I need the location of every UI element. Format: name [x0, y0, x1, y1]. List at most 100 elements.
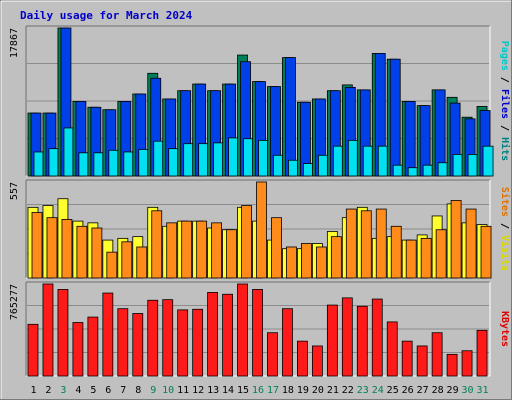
bar-sites-day-30: [465, 208, 477, 279]
day-label-2: 2: [45, 385, 51, 396]
day-label-21: 21: [327, 385, 339, 396]
bar-kbytes-day-30: [461, 350, 473, 377]
day-label-25: 25: [387, 385, 399, 396]
bar-pages-day-1: [33, 151, 45, 177]
bar-files-day-18: [285, 57, 296, 177]
bar-kbytes-day-12: [192, 308, 204, 377]
bar-files-day-26: [404, 101, 416, 177]
day-label-29: 29: [447, 385, 459, 396]
day-axis-labels: 1 2 3 4 5 6 7 8 9 10 11 12 13 14 15 16 17 18 19 20 21 22 23 24 2…: [30, 385, 488, 396]
bar-pages-day-4: [78, 152, 90, 177]
day-label-19: 19: [297, 385, 309, 396]
bar-kbytes-day-24: [371, 298, 383, 377]
bar-pages-day-10: [168, 148, 180, 177]
bar-pages-day-21: [332, 145, 344, 177]
chart-panels: 17867 Pages / Files / Hits 557 Sites / Visi…: [9, 25, 511, 377]
side-legend-part-1: /: [499, 71, 510, 89]
bar-kbytes-day-14: [222, 293, 233, 377]
bar-pages-day-11: [183, 143, 195, 177]
bar-kbytes-day-1: [27, 323, 39, 377]
bar-sites-day-21: [330, 236, 342, 279]
bar-kbytes-day-17: [267, 332, 278, 377]
bar-sites-day-5: [91, 227, 103, 279]
bar-kbytes-day-16: [252, 289, 263, 377]
bar-kbytes-day-18: [282, 308, 293, 377]
ymax-label: 17867: [9, 28, 20, 58]
bar-sites-day-22: [345, 208, 357, 279]
bar-pages-day-22: [347, 139, 359, 177]
day-label-15: 15: [237, 385, 249, 396]
bar-pages-day-24: [377, 145, 389, 177]
day-label-10: 10: [162, 385, 174, 396]
bar-sites-day-19: [301, 243, 312, 279]
bar-sites-day-12: [196, 220, 208, 279]
day-label-28: 28: [432, 385, 444, 396]
bar-pages-day-6: [108, 149, 120, 177]
day-label-1: 1: [30, 385, 36, 396]
bar-pages-day-20: [317, 154, 329, 177]
day-label-7: 7: [120, 385, 126, 396]
bar-pages-day-29: [452, 154, 464, 177]
day-label-23: 23: [357, 385, 369, 396]
bar-sites-day-13: [211, 222, 223, 279]
bar-sites-day-24: [375, 208, 387, 279]
day-label-13: 13: [207, 385, 219, 396]
bar-kbytes-day-10: [162, 299, 174, 377]
bar-pages-day-16: [258, 139, 269, 177]
side-legend: KBytes: [499, 311, 510, 347]
bar-sites-day-26: [405, 239, 417, 279]
bar-pages-day-2: [48, 148, 60, 177]
bar-sites-day-29: [450, 200, 462, 279]
ymax-label: 557: [9, 182, 20, 200]
bar-pages-day-26: [407, 167, 419, 177]
bar-files-day-25: [389, 58, 401, 177]
bar-sites-day-6: [106, 251, 118, 279]
bar-pages-day-14: [228, 137, 239, 177]
bar-sites-day-3: [61, 218, 73, 279]
bar-pages-day-17: [273, 154, 284, 177]
bar-sites-day-8: [136, 246, 148, 279]
bar-sites-day-15: [241, 205, 252, 279]
bar-kbytes-day-25: [386, 321, 398, 377]
bar-sites-day-18: [286, 246, 297, 279]
bar-sites-day-11: [181, 220, 193, 279]
bar-kbytes-day-7: [117, 308, 129, 377]
side-legend-part-0: Pages: [499, 41, 510, 71]
bar-kbytes-day-9: [147, 299, 159, 377]
bar-pages-day-12: [198, 143, 210, 177]
day-label-5: 5: [90, 385, 96, 396]
day-label-14: 14: [222, 385, 234, 396]
bar-kbytes-day-11: [177, 309, 189, 377]
bar-sites-day-28: [435, 229, 447, 279]
panel-kbytes: 765277 KBytes: [9, 281, 510, 377]
day-label-6: 6: [105, 385, 111, 396]
bar-kbytes-day-21: [326, 304, 338, 377]
bar-kbytes-day-27: [416, 345, 428, 377]
bar-pages-day-19: [303, 163, 314, 177]
side-legend-part-0: KBytes: [499, 311, 510, 347]
day-label-3: 3: [60, 385, 66, 396]
bar-kbytes-day-5: [87, 316, 99, 377]
day-label-12: 12: [192, 385, 204, 396]
bar-kbytes-day-23: [356, 305, 368, 377]
bar-sites-day-25: [390, 225, 402, 279]
bar-sites-day-2: [46, 217, 58, 279]
side-legend-part-0: Sites: [499, 187, 511, 217]
bar-kbytes-day-22: [341, 297, 353, 377]
side-legend-part-2: Visits: [499, 235, 511, 271]
bar-kbytes-day-28: [431, 332, 443, 377]
bar-sites-day-16: [256, 181, 267, 279]
day-label-30: 30: [462, 385, 474, 396]
day-label-24: 24: [372, 385, 384, 396]
bar-sites-day-7: [121, 241, 133, 279]
bar-kbytes-day-6: [102, 292, 114, 377]
bar-pages-day-8: [138, 149, 150, 177]
bar-pages-day-13: [213, 142, 225, 177]
ymax-label: 765277: [9, 284, 20, 320]
side-legend-part-1: /: [499, 217, 510, 235]
day-label-20: 20: [312, 385, 324, 396]
bar-kbytes-day-26: [401, 340, 413, 377]
bar-kbytes-day-8: [132, 313, 144, 377]
day-label-4: 4: [75, 385, 81, 396]
bar-pages-day-7: [123, 151, 135, 177]
